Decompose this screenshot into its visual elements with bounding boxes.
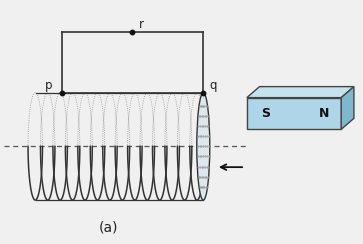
Bar xyxy=(247,98,341,129)
Text: N: N xyxy=(319,107,329,120)
Polygon shape xyxy=(341,87,354,129)
Text: q: q xyxy=(210,79,217,92)
Ellipse shape xyxy=(197,93,210,200)
Text: S: S xyxy=(261,107,270,120)
Text: (a): (a) xyxy=(99,220,119,234)
Polygon shape xyxy=(247,87,354,98)
Text: r: r xyxy=(139,18,144,30)
Text: p: p xyxy=(45,79,53,92)
